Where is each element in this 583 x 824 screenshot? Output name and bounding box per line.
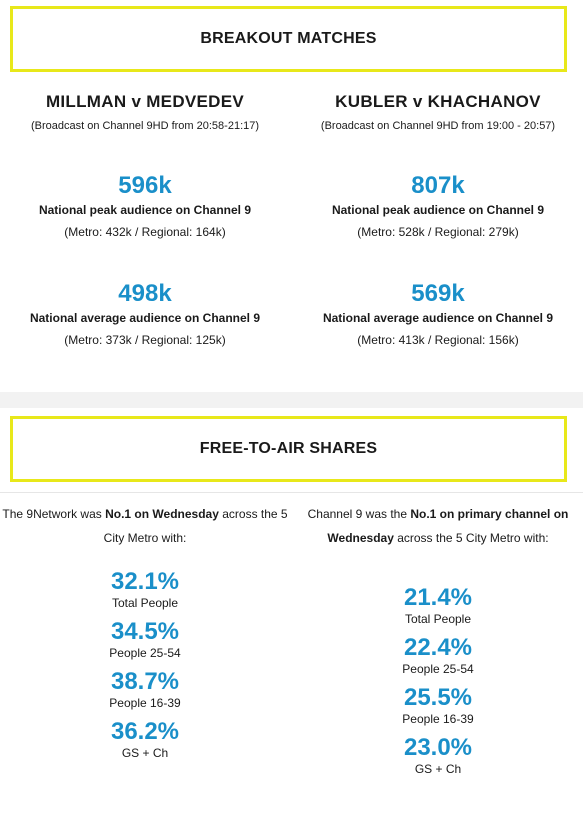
share-item: 25.5% People 16-39: [293, 684, 583, 726]
shares-column-left: The 9Network was No.1 on Wednesday acros…: [0, 502, 290, 768]
share-label: People 16-39: [109, 696, 181, 710]
share-item: 32.1% Total People: [0, 568, 290, 610]
match-title: KUBLER v KHACHANOV: [335, 92, 541, 111]
peak-audience-breakdown: (Metro: 432k / Regional: 164k): [64, 225, 226, 239]
share-value: 38.7%: [110, 668, 180, 695]
match-title: MILLMAN v MEDVEDEV: [45, 92, 245, 111]
average-audience-block: 569k National average audience on Channe…: [293, 280, 583, 348]
share-value: 23.0%: [403, 734, 473, 761]
share-value: 34.5%: [110, 618, 180, 645]
intro-text: across the 5 City Metro with:: [393, 531, 549, 545]
share-label: Total People: [404, 612, 472, 626]
peak-audience-block: 807k National peak audience on Channel 9…: [293, 172, 583, 240]
share-item: 21.4% Total People: [293, 584, 583, 626]
share-label: People 16-39: [402, 712, 474, 726]
broadcast-info: (Broadcast on Channel 9HD from 20:58-21:…: [30, 120, 260, 132]
shares-column-right: Channel 9 was the No.1 on primary channe…: [293, 502, 583, 784]
share-label: People 25-54: [402, 662, 474, 676]
breakout-heading-text: BREAKOUT MATCHES: [200, 30, 377, 47]
share-label: People 25-54: [109, 646, 181, 660]
share-item: 23.0% GS + Ch: [293, 734, 583, 776]
fta-shares-heading: FREE-TO-AIR SHARES: [10, 416, 567, 482]
section-divider: [0, 392, 583, 408]
share-value: 32.1%: [110, 568, 180, 595]
peak-audience-value: 596k: [118, 172, 172, 199]
average-audience-value: 498k: [118, 280, 172, 307]
share-value: 25.5%: [403, 684, 473, 711]
share-label: GS + Ch: [121, 746, 169, 760]
average-audience-breakdown: (Metro: 373k / Regional: 125k): [64, 333, 226, 347]
shares-intro: Channel 9 was the No.1 on primary channe…: [293, 502, 583, 550]
average-audience-block: 498k National average audience on Channe…: [0, 280, 290, 348]
intro-text: The 9Network was: [2, 507, 106, 521]
match-column-right: KUBLER v KHACHANOV (Broadcast on Channel…: [293, 92, 583, 347]
share-list: 32.1% Total People 34.5% People 25-54 38…: [0, 568, 290, 760]
share-item: 38.7% People 16-39: [0, 668, 290, 710]
intro-bold-text: No.1 on primary channel on Wednesday: [327, 507, 569, 545]
fta-heading-text: FREE-TO-AIR SHARES: [199, 440, 378, 457]
average-audience-value: 569k: [411, 280, 465, 307]
average-audience-breakdown: (Metro: 413k / Regional: 156k): [357, 333, 519, 347]
share-item: 22.4% People 25-54: [293, 634, 583, 676]
share-label: Total People: [111, 596, 179, 610]
peak-audience-label: National peak audience on Channel 9: [331, 203, 545, 217]
share-value: 36.2%: [110, 718, 180, 745]
broadcast-info: (Broadcast on Channel 9HD from 19:00 - 2…: [320, 120, 556, 132]
share-list: 21.4% Total People 22.4% People 25-54 25…: [293, 584, 583, 776]
breakout-matches-heading: BREAKOUT MATCHES: [10, 6, 567, 72]
share-value: 21.4%: [403, 584, 473, 611]
peak-audience-breakdown: (Metro: 528k / Regional: 279k): [357, 225, 519, 239]
intro-text: Channel 9 was the: [307, 507, 411, 521]
average-audience-label: National average audience on Channel 9: [29, 311, 261, 325]
peak-audience-label: National peak audience on Channel 9: [38, 203, 252, 217]
average-audience-label: National average audience on Channel 9: [322, 311, 554, 325]
peak-audience-value: 807k: [411, 172, 465, 199]
share-value: 22.4%: [403, 634, 473, 661]
peak-audience-block: 596k National peak audience on Channel 9…: [0, 172, 290, 240]
match-column-left: MILLMAN v MEDVEDEV (Broadcast on Channel…: [0, 92, 290, 347]
divider-line: [0, 492, 583, 493]
shares-intro: The 9Network was No.1 on Wednesday acros…: [0, 502, 290, 550]
share-item: 34.5% People 25-54: [0, 618, 290, 660]
intro-text: across the 5 City Metro with:: [103, 507, 288, 545]
intro-bold-text: No.1 on Wednesday: [105, 507, 219, 521]
share-label: GS + Ch: [414, 762, 462, 776]
share-item: 36.2% GS + Ch: [0, 718, 290, 760]
